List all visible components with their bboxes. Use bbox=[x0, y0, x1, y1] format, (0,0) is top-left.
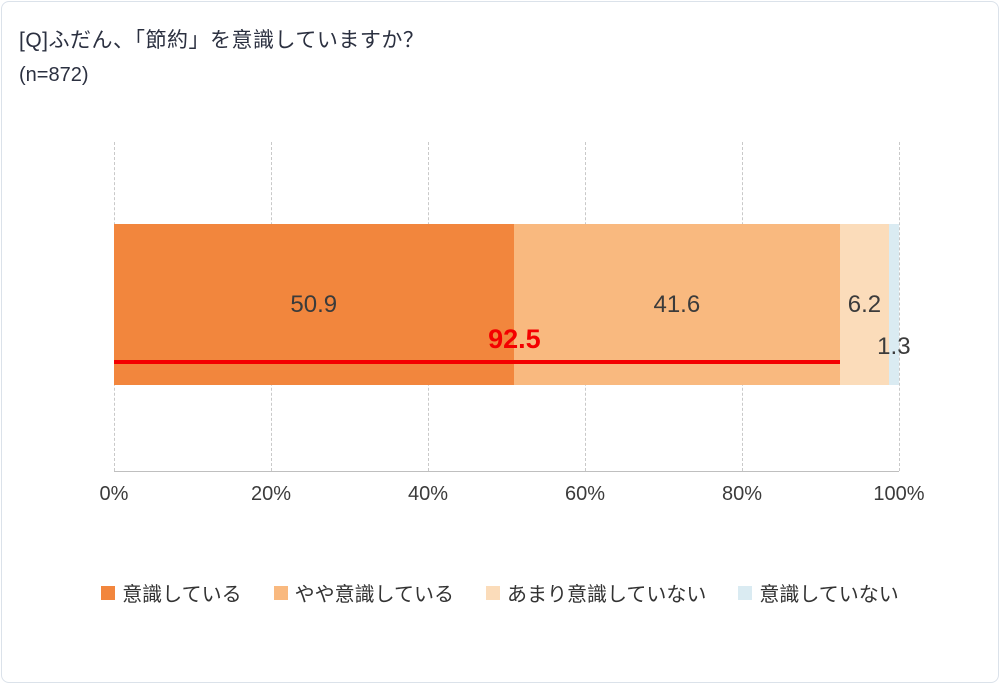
x-tick-label-60: 60% bbox=[564, 483, 606, 505]
bar-segment-label-4: 1.3 bbox=[877, 332, 911, 360]
legend-swatch-2 bbox=[273, 585, 288, 600]
legend-swatch-1 bbox=[101, 585, 116, 600]
legend-item-2: やや意識している bbox=[273, 578, 454, 607]
stacked-bar: 50.9 41.6 6.2 1.3 bbox=[114, 224, 911, 385]
bar-segment-4: 1.3 bbox=[877, 224, 911, 385]
legend-swatch-3 bbox=[486, 585, 500, 600]
legend-label-2: やや意識している bbox=[294, 584, 454, 606]
plot-area: 50.9 41.6 6.2 1.3 92.5 0% 20% 40% 60% 80% 100% bbox=[100, 142, 925, 505]
gridline-100 bbox=[899, 142, 900, 471]
legend-item-1: 意識している bbox=[101, 578, 242, 607]
legend-swatch-4 bbox=[738, 585, 753, 600]
x-tick-label-40: 40% bbox=[407, 483, 449, 505]
x-tick-label-0: 0% bbox=[99, 483, 129, 505]
bar-segment-label-3: 6.2 bbox=[847, 290, 882, 318]
cumulative-label: 92.5 bbox=[488, 324, 541, 354]
bar-segment-label-2: 41.6 bbox=[653, 290, 701, 318]
x-tick-label-20: 20% bbox=[250, 483, 292, 505]
x-tick-label-80: 80% bbox=[721, 483, 763, 505]
legend: 意識している やや意識している あまり意識していない 意識していない bbox=[2, 578, 998, 607]
sample-size: (n=872) bbox=[19, 64, 89, 86]
bar-segment-2: 41.6 bbox=[513, 224, 841, 385]
legend-label-3: あまり意識していない bbox=[507, 584, 707, 606]
x-tick-label-100: 100% bbox=[873, 483, 925, 505]
legend-item-4: 意識していない bbox=[738, 578, 899, 607]
cumulative-line bbox=[114, 360, 841, 364]
legend-item-3: あまり意識していない bbox=[486, 578, 706, 607]
bar-segment-label-1: 50.9 bbox=[290, 290, 338, 318]
legend-label-4: 意識していない bbox=[759, 584, 899, 606]
bar-segment-1: 50.9 bbox=[114, 224, 514, 385]
legend-label-1: 意識している bbox=[122, 584, 242, 606]
chart-title: [Q]ふだん、「節約」を意識していますか？ bbox=[19, 29, 425, 52]
bar-segment-3: 6.2 bbox=[840, 224, 889, 385]
